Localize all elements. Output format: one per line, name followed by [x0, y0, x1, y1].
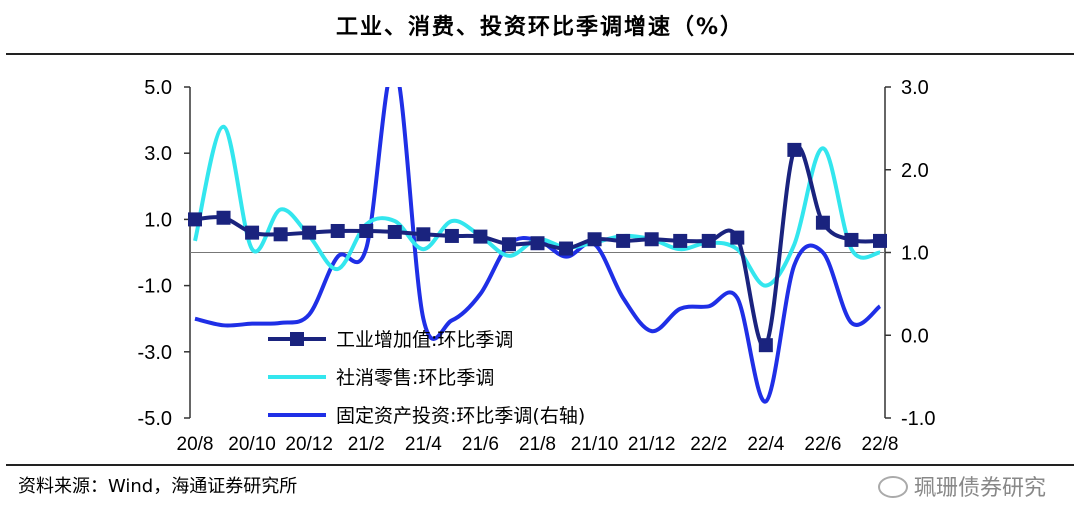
- series-marker: [587, 232, 602, 247]
- series-marker: [844, 232, 859, 247]
- series-marker: [644, 232, 659, 247]
- legend-label: 工业增加值:环比季调: [336, 329, 513, 351]
- x-tick-label: 22/6: [804, 434, 841, 455]
- left-tick-label: 1.0: [144, 209, 172, 231]
- line-chart: 5.0 3.0 1.0 -1.0 -3.0 -5.0 3.0 2.0 1.0 0.0 -1.0 20/…: [138, 77, 936, 455]
- legend-label: 固定资产投资:环比季调(右轴): [336, 405, 585, 427]
- series-marker: [473, 229, 488, 244]
- series-marker: [730, 230, 745, 245]
- right-tick-label: 2.0: [901, 160, 929, 182]
- x-tick-label: 21/2: [348, 434, 385, 455]
- left-tick-label: -5.0: [138, 408, 172, 430]
- legend-marker: [290, 332, 304, 346]
- legend-label: 社消零售:环比季调: [336, 367, 494, 389]
- x-tick-label: 21/6: [462, 434, 499, 455]
- series-marker: [273, 227, 288, 242]
- source-note: 资料来源：Wind，海通证券研究所: [18, 476, 298, 497]
- series-marker: [188, 212, 202, 227]
- left-tick-label: 5.0: [144, 77, 172, 99]
- series-marker: [787, 142, 802, 157]
- series-marker: [387, 224, 402, 239]
- x-tick-label: 20/8: [177, 434, 214, 455]
- title-divider: [6, 53, 1074, 55]
- x-tick-label: 21/4: [405, 434, 442, 455]
- x-tick-label: 22/8: [862, 434, 899, 455]
- x-tick-label: 21/10: [571, 434, 619, 455]
- x-tick-label: 21/8: [519, 434, 556, 455]
- x-tick-label: 21/12: [628, 434, 676, 455]
- series-marker: [530, 236, 545, 251]
- series-line-2: [194, 87, 882, 404]
- right-tick-label: 1.0: [901, 243, 929, 265]
- wechat-icon: [877, 476, 908, 498]
- left-tick-label: 3.0: [144, 143, 172, 165]
- series-marker: [758, 338, 773, 353]
- watermark-text: 珮珊债券研究: [913, 476, 1046, 501]
- series-marker: [701, 233, 716, 248]
- x-tick-label: 22/2: [690, 434, 727, 455]
- series-marker: [359, 223, 374, 238]
- right-tick-label: 3.0: [901, 77, 929, 99]
- right-tick-label: 0.0: [901, 325, 929, 347]
- x-tick-label: 20/12: [285, 434, 333, 455]
- series-marker: [216, 210, 231, 225]
- right-tick-label: -1.0: [901, 408, 935, 430]
- left-tick-label: -1.0: [138, 276, 172, 298]
- series-marker: [815, 215, 830, 230]
- series-marker: [245, 225, 260, 240]
- series-marker: [673, 233, 688, 248]
- series-marker: [330, 223, 345, 238]
- x-tick-label: 22/4: [747, 434, 784, 455]
- series-marker: [416, 227, 431, 242]
- series-marker: [616, 233, 631, 248]
- left-tick-label: -3.0: [138, 342, 172, 364]
- series-marker: [444, 228, 459, 243]
- series-marker: [873, 233, 887, 248]
- chart-title: 工业、消费、投资环比季调增速（%）: [335, 15, 745, 40]
- series-marker: [501, 237, 516, 252]
- series-marker: [302, 225, 317, 240]
- series-marker: [559, 241, 574, 256]
- x-tick-label: 20/10: [228, 434, 276, 455]
- watermark: 珮珊债券研究: [877, 470, 1046, 502]
- footer-divider: [6, 464, 1074, 466]
